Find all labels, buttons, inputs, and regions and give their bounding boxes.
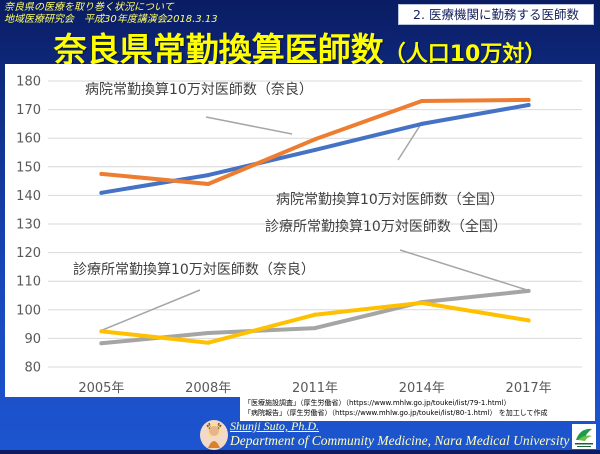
data-point bbox=[526, 288, 531, 293]
data-point bbox=[206, 340, 211, 345]
data-point bbox=[313, 326, 317, 331]
data-source-note: 「医療施設調査」（厚生労働省）（https://www.mhlw.go.jp/t… bbox=[240, 396, 595, 421]
data-point bbox=[526, 318, 531, 323]
data-point bbox=[313, 147, 317, 152]
source-line-2: 「病院報告」（厚生労働省）（https://www.mhlw.go.jp/tou… bbox=[244, 409, 548, 417]
x-tick-label: 2014年 bbox=[399, 381, 445, 396]
series-lines bbox=[99, 97, 531, 346]
chart-panel: 80 90 100 110 120 130 140 150 160 170 180 2005年 2008… bbox=[5, 64, 595, 397]
author-name: Shunji Suto, Ph.D. bbox=[230, 419, 319, 433]
series-line-nara-clinic bbox=[99, 300, 531, 345]
source-line-1: 「医療施設調査」（厚生労働省）（https://www.mhlw.go.jp/t… bbox=[244, 399, 511, 407]
x-tick-label: 2008年 bbox=[185, 381, 231, 396]
gridlines bbox=[48, 80, 582, 368]
x-tick-label: 2011年 bbox=[292, 381, 338, 396]
leader-line-nara-clinic bbox=[99, 289, 201, 332]
slide-title-main: 奈良県常勤換算医師数 bbox=[53, 30, 384, 69]
y-tick-label: 100 bbox=[16, 303, 41, 318]
series-nara-clinic bbox=[99, 300, 531, 345]
leader-line-nara-hospital bbox=[205, 116, 293, 135]
series-national-clinic bbox=[99, 288, 531, 346]
data-point bbox=[419, 99, 424, 104]
axis-labels: 80 90 100 110 120 130 140 150 160 170 180 2005年 2008… bbox=[16, 75, 551, 397]
series-nara-hospital bbox=[99, 97, 531, 186]
x-tick-label: 2017年 bbox=[506, 381, 552, 396]
leader-line-national-hospital bbox=[397, 123, 422, 161]
series-label-nara-hospital: 病院常勤換算10万対医師数（奈良） bbox=[85, 82, 313, 98]
data-point bbox=[526, 97, 531, 102]
data-point bbox=[99, 190, 104, 195]
series-label-national-clinic: 診療所常勤換算10万対医師数（全国） bbox=[265, 219, 507, 235]
x-tick-label: 2005年 bbox=[78, 381, 124, 396]
line-chart: 80 90 100 110 120 130 140 150 160 170 180 2005年 2008… bbox=[16, 75, 582, 397]
y-tick-label: 160 bbox=[16, 132, 41, 147]
data-point bbox=[313, 312, 317, 317]
leader-line-national-clinic bbox=[399, 249, 528, 291]
data-point bbox=[419, 300, 424, 305]
leader-lines bbox=[99, 116, 528, 332]
series-line-national-clinic bbox=[99, 288, 531, 346]
university-logo-icon bbox=[572, 424, 596, 449]
section-label: 2. 医療機関に勤務する医師数 bbox=[398, 4, 594, 25]
series-label-nara-clinic: 診療所常勤換算10万対医師数（奈良） bbox=[73, 262, 315, 278]
data-point bbox=[99, 341, 104, 346]
event-info: 地域医療研究会 平成30年度講演会2018.3.13 bbox=[4, 14, 218, 25]
y-tick-label: 80 bbox=[24, 361, 41, 376]
series-line-nara-hospital bbox=[99, 97, 531, 186]
y-tick-label: 180 bbox=[16, 75, 41, 90]
author-affiliation: Department of Community Medicine, Nara M… bbox=[230, 433, 570, 448]
y-tick-label: 170 bbox=[16, 103, 41, 118]
y-tick-label: 150 bbox=[16, 160, 41, 175]
data-point bbox=[206, 181, 211, 186]
slide-title: 奈良県常勤換算医師数（人口10万対） bbox=[0, 31, 600, 75]
y-tick-label: 130 bbox=[16, 218, 41, 233]
y-tick-label: 140 bbox=[16, 189, 41, 204]
data-point bbox=[206, 173, 211, 178]
data-point bbox=[419, 121, 424, 126]
emblem-logo-icon bbox=[199, 419, 229, 450]
y-tick-label: 120 bbox=[16, 246, 41, 261]
data-point bbox=[313, 137, 317, 142]
y-tick-label: 90 bbox=[24, 332, 41, 347]
y-tick-label: 110 bbox=[16, 275, 41, 290]
presentation-subtitle: 奈良県の医療を取り巻く状況について bbox=[4, 2, 174, 13]
data-point bbox=[99, 171, 104, 176]
data-point bbox=[99, 329, 104, 334]
slide-title-suffix: （人口10万対） bbox=[383, 42, 547, 67]
data-point bbox=[206, 330, 211, 335]
series-label-national-hospital: 病院常勤換算10万対医師数（全国） bbox=[276, 192, 504, 208]
data-point bbox=[526, 103, 531, 108]
